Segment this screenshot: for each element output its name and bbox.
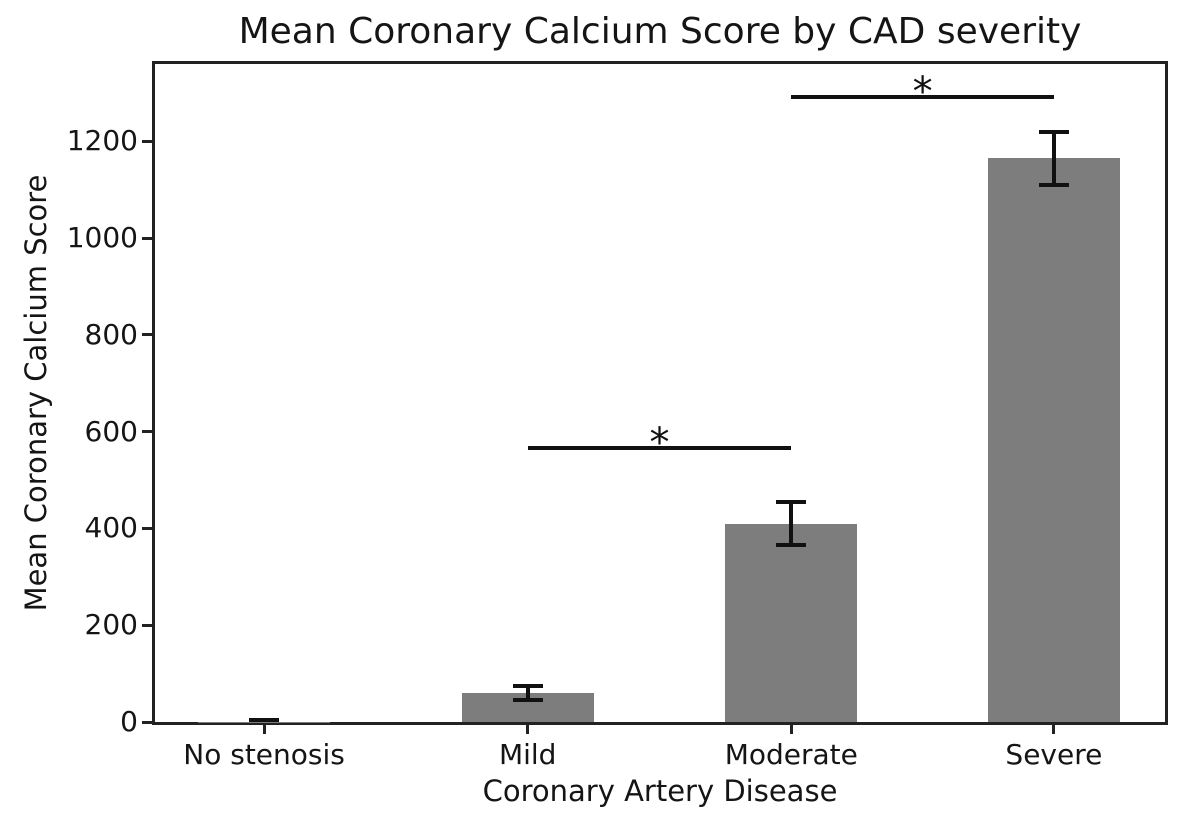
y-tick-mark [142, 333, 152, 337]
error-bar-cap-bottom [512, 698, 543, 703]
y-tick-mark [142, 139, 152, 143]
error-bar-line [789, 501, 794, 546]
x-tick-mark [1052, 725, 1056, 734]
y-tick-mark [142, 720, 152, 724]
bar-severe [987, 158, 1120, 722]
error-bar-cap-bottom [776, 543, 807, 548]
x-tick-mark [789, 725, 793, 734]
significance-asterisk: * [912, 69, 933, 116]
chart-title: Mean Coronary Calcium Score by CAD sever… [238, 11, 1082, 52]
x-tick-label: Severe [1005, 738, 1103, 771]
error-bar-cap-top [512, 683, 543, 688]
bar-moderate [725, 523, 858, 722]
y-tick-mark [142, 623, 152, 627]
error-bar-cap-bottom [1038, 182, 1069, 187]
error-bar-cap-top [776, 499, 807, 504]
error-bar-line [1051, 131, 1056, 185]
y-tick-mark [142, 526, 152, 530]
plot-area: * * [152, 61, 1168, 725]
y-tick-label: 600 [84, 414, 138, 448]
significance-line [791, 95, 1054, 100]
x-axis-label: Coronary Artery Disease [482, 774, 838, 808]
y-tick-label: 1000 [66, 221, 138, 255]
y-tick-label: 400 [84, 511, 138, 545]
y-tick-label: 800 [84, 317, 138, 351]
y-tick-label: 1200 [66, 124, 138, 158]
x-tick-label: Moderate [724, 738, 858, 771]
y-tick-label: 0 [120, 705, 138, 738]
x-tick-label: No stenosis [183, 738, 345, 771]
x-tick-mark [526, 725, 530, 734]
x-tick-mark [262, 725, 266, 734]
x-tick-label: Mild [498, 738, 557, 771]
y-tick-mark [142, 236, 152, 240]
y-tick-label: 200 [84, 608, 138, 642]
error-bar-line [525, 685, 530, 701]
significance-asterisk: * [649, 420, 670, 467]
error-bar-cap-top [1038, 129, 1069, 134]
y-tick-mark [142, 430, 152, 434]
significance-line [527, 446, 792, 451]
error-bar-cap-top [249, 717, 280, 722]
